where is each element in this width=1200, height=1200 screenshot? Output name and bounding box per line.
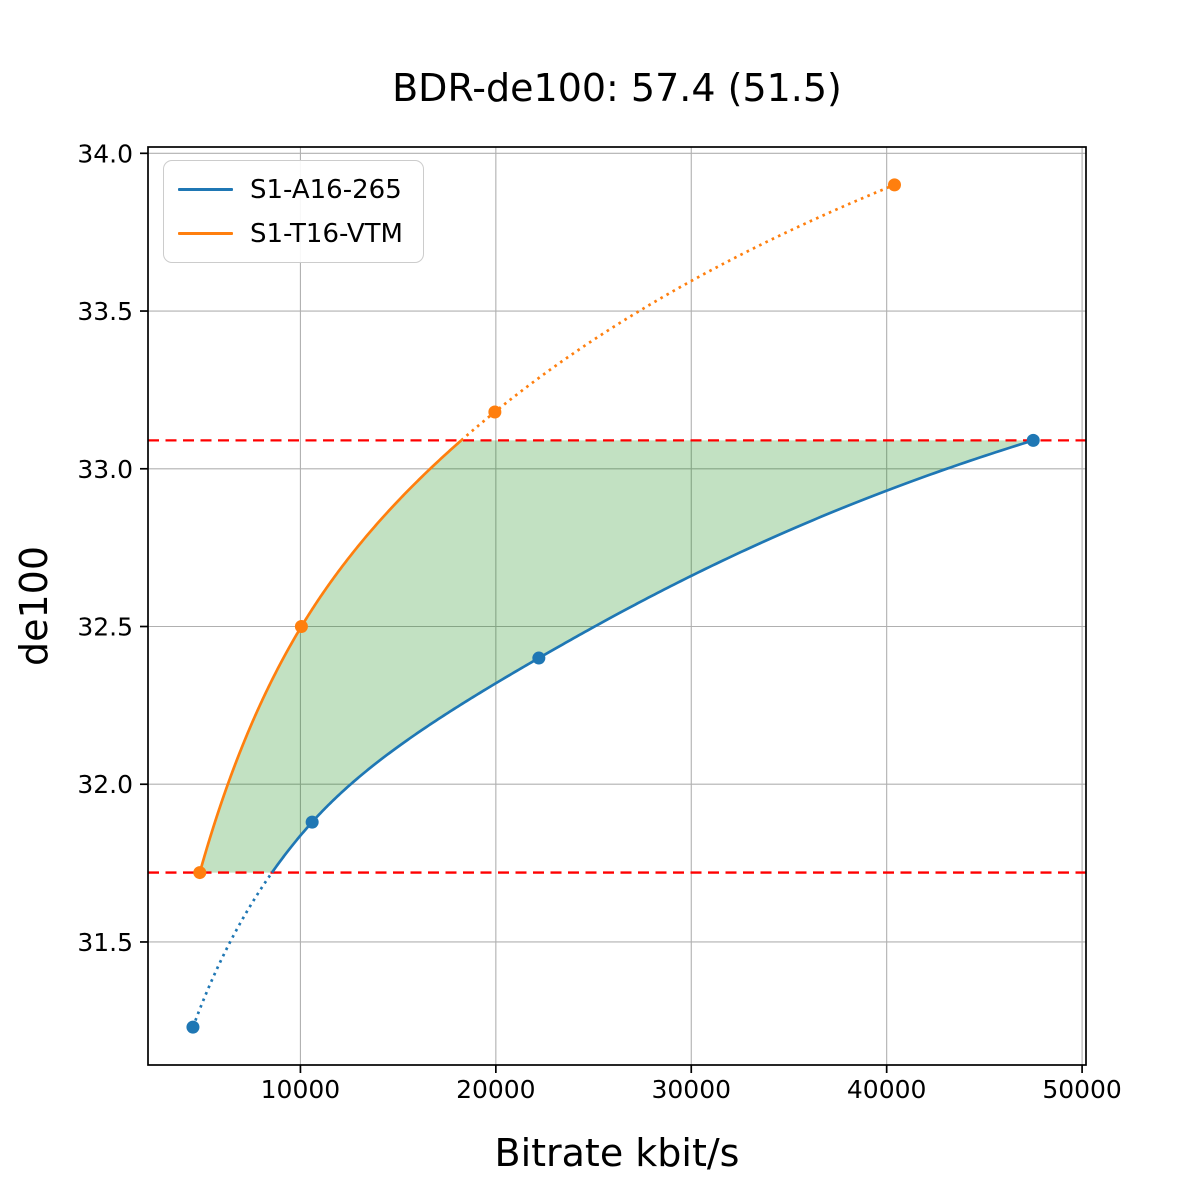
plot-border: [147, 146, 1087, 1066]
data-point-marker: [488, 405, 502, 419]
y-tick-label: 34.0: [77, 139, 133, 168]
data-point-marker: [887, 178, 901, 192]
legend-item-s1-t16-vtm: S1-T16-VTM: [178, 216, 403, 251]
x-tick-label: 10000: [261, 1075, 341, 1104]
y-tick-label: 33.5: [77, 297, 133, 326]
x-axis-label: Bitrate kbit/s: [494, 1131, 740, 1175]
legend-item-s1-a16-265: S1-A16-265: [178, 172, 403, 207]
y-axis-label: de100: [12, 545, 56, 667]
y-tick-label: 31.5: [77, 928, 133, 957]
fill-between-region: [199, 440, 1034, 873]
data-point-markers: [186, 178, 1040, 1034]
y-tick-label: 32.5: [77, 613, 133, 642]
tick-marks: [140, 152, 1083, 1073]
series-line-orange-dotted: [460, 183, 895, 442]
data-point-marker: [532, 651, 546, 665]
series-line-orange-solid: [198, 439, 463, 873]
x-tick-label: 50000: [1042, 1075, 1122, 1104]
series-line-blue-solid: [270, 439, 1034, 874]
y-tick-label: 32.0: [77, 770, 133, 799]
x-tick-label: 20000: [456, 1075, 536, 1104]
x-tick-label: 40000: [847, 1075, 927, 1104]
tick-labels: 10000 20000 30000 40000 50000 31.5 32.0 32.5 33.…: [77, 139, 1122, 1104]
data-point-marker: [305, 815, 319, 829]
x-tick-label: 30000: [651, 1075, 731, 1104]
legend-line-orange-icon: [178, 232, 233, 235]
legend-line-blue-icon: [178, 188, 233, 191]
series-line-blue-dotted: [191, 871, 274, 1028]
legend-label-s1-a16-265: S1-A16-265: [250, 174, 402, 205]
data-point-marker: [294, 620, 308, 634]
chart-title: BDR-de100: 57.4 (51.5): [392, 66, 842, 110]
y-tick-label: 33.0: [77, 455, 133, 484]
gridlines: [148, 147, 1086, 1065]
legend-label-s1-t16-vtm: S1-T16-VTM: [250, 218, 403, 249]
legend: S1-A16-265 S1-T16-VTM: [163, 160, 424, 263]
data-point-marker: [1026, 433, 1040, 447]
data-point-marker: [193, 866, 207, 880]
data-point-marker: [186, 1020, 200, 1034]
